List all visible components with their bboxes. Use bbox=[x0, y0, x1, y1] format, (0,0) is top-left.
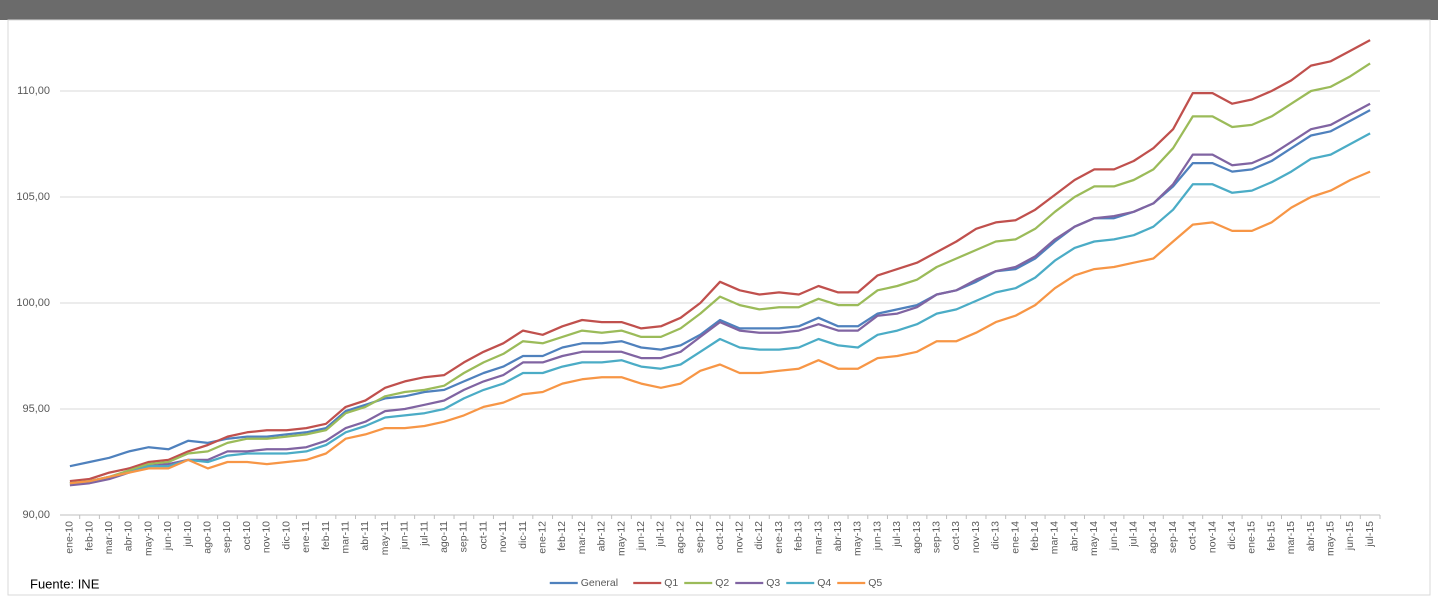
series-line bbox=[69, 109, 1371, 468]
x-tick-label: ene-15 bbox=[1246, 521, 1258, 554]
x-tick-label: mar-13 bbox=[812, 521, 824, 554]
x-tick-label: abr-10 bbox=[123, 521, 135, 552]
x-tick-label: jun-13 bbox=[871, 521, 883, 551]
x-tick-label: ene-13 bbox=[773, 521, 785, 554]
x-tick-label: oct-14 bbox=[1187, 521, 1199, 550]
x-tick-label: feb-12 bbox=[556, 521, 568, 551]
x-tick-label: ene-10 bbox=[64, 521, 76, 554]
x-tick-label: nov-13 bbox=[970, 521, 982, 553]
x-tick-label: mar-10 bbox=[103, 521, 115, 554]
x-tick-label: nov-10 bbox=[261, 521, 273, 553]
x-tick-label: jul-13 bbox=[891, 521, 903, 548]
x-tick-label: feb-11 bbox=[320, 521, 332, 550]
x-tick-label: feb-13 bbox=[793, 521, 805, 551]
legend-label: Q5 bbox=[868, 577, 882, 589]
x-tick-label: jul-10 bbox=[182, 521, 194, 548]
series-line bbox=[69, 170, 1371, 485]
x-tick-label: sep-14 bbox=[1167, 521, 1179, 553]
x-tick-label: jul-12 bbox=[655, 521, 667, 548]
x-tick-label: ago-10 bbox=[202, 521, 214, 554]
x-tick-label: dic-12 bbox=[753, 521, 765, 550]
x-tick-label: may-13 bbox=[852, 521, 864, 556]
x-tick-label: abr-14 bbox=[1068, 521, 1080, 552]
x-tick-label: sep-13 bbox=[930, 521, 942, 553]
x-tick-label: oct-12 bbox=[714, 521, 726, 550]
x-tick-label: abr-12 bbox=[596, 521, 608, 552]
x-tick-label: ago-14 bbox=[1147, 521, 1159, 554]
x-tick-label: dic-11 bbox=[517, 521, 529, 549]
series-line bbox=[69, 132, 1371, 485]
x-tick-label: sep-12 bbox=[694, 521, 706, 553]
x-tick-label: oct-10 bbox=[241, 521, 253, 550]
x-tick-label: jun-14 bbox=[1108, 521, 1120, 551]
x-tick-label: jul-15 bbox=[1364, 521, 1376, 548]
x-tick-label: ene-12 bbox=[536, 521, 548, 554]
x-tick-label: abr-15 bbox=[1305, 521, 1317, 552]
x-tick-label: dic-10 bbox=[280, 521, 292, 550]
y-tick-label: 105,00 bbox=[16, 191, 50, 203]
x-tick-label: sep-11 bbox=[458, 521, 470, 552]
legend-label: Q1 bbox=[664, 577, 678, 589]
x-tick-label: may-15 bbox=[1325, 521, 1337, 556]
series-line bbox=[69, 39, 1371, 483]
x-tick-label: sep-10 bbox=[221, 521, 233, 553]
y-tick-label: 95,00 bbox=[22, 403, 50, 415]
y-tick-label: 100,00 bbox=[16, 297, 50, 309]
x-tick-label: jun-10 bbox=[162, 521, 174, 551]
legend-label: Q4 bbox=[817, 577, 831, 589]
series-line bbox=[69, 102, 1371, 487]
x-tick-label: mar-14 bbox=[1049, 521, 1061, 554]
x-tick-label: may-10 bbox=[142, 521, 154, 556]
x-tick-label: may-12 bbox=[615, 521, 627, 556]
x-tick-label: oct-11 bbox=[477, 521, 489, 550]
x-tick-label: jun-11 bbox=[399, 521, 411, 551]
x-tick-label: abr-11 bbox=[359, 521, 371, 551]
x-tick-label: may-14 bbox=[1088, 521, 1100, 556]
x-tick-label: feb-15 bbox=[1265, 521, 1277, 551]
x-tick-label: ago-13 bbox=[911, 521, 923, 554]
x-tick-label: ago-12 bbox=[674, 521, 686, 554]
x-tick-label: dic-13 bbox=[990, 521, 1002, 550]
x-tick-label: jul-11 bbox=[418, 521, 430, 547]
x-tick-label: feb-10 bbox=[83, 521, 95, 551]
x-tick-label: mar-11 bbox=[339, 521, 351, 554]
x-tick-label: mar-12 bbox=[576, 521, 588, 554]
x-tick-label: feb-14 bbox=[1029, 521, 1041, 551]
legend-label: Q3 bbox=[766, 577, 780, 589]
x-tick-label: jun-15 bbox=[1344, 521, 1356, 551]
x-tick-label: ene-14 bbox=[1009, 521, 1021, 554]
x-tick-label: abr-13 bbox=[832, 521, 844, 552]
legend-label: Q2 bbox=[715, 577, 729, 589]
legend-label: General bbox=[581, 577, 618, 589]
x-tick-label: oct-13 bbox=[950, 521, 962, 550]
x-tick-label: nov-11 bbox=[497, 521, 509, 552]
x-tick-label: ene-11 bbox=[300, 521, 312, 553]
x-tick-label: dic-14 bbox=[1226, 521, 1238, 550]
source-note: Fuente: INE bbox=[30, 576, 100, 591]
x-tick-label: ago-11 bbox=[438, 521, 450, 553]
x-tick-label: jun-12 bbox=[635, 521, 647, 551]
y-tick-label: 90,00 bbox=[22, 509, 50, 521]
header-bar bbox=[0, 0, 1438, 20]
x-tick-label: jul-14 bbox=[1128, 521, 1140, 548]
series-line bbox=[69, 62, 1371, 485]
x-tick-label: mar-15 bbox=[1285, 521, 1297, 554]
x-tick-label: may-11 bbox=[379, 521, 391, 555]
x-tick-label: nov-12 bbox=[733, 521, 745, 553]
chart-frame bbox=[7, 19, 1431, 596]
y-tick-label: 110,00 bbox=[17, 85, 50, 97]
x-tick-label: nov-14 bbox=[1206, 521, 1218, 553]
